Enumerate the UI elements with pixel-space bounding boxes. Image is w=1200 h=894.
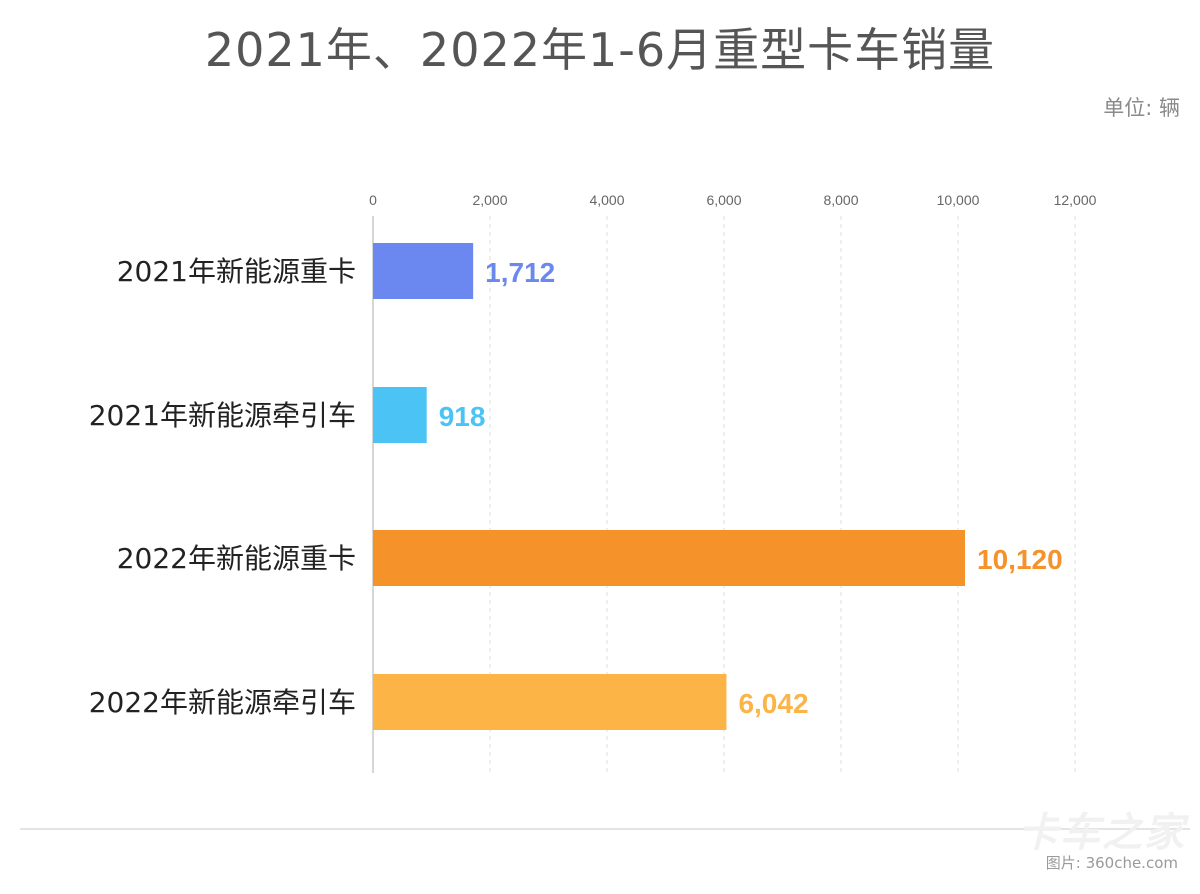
bar	[373, 387, 427, 443]
x-tick-label: 2,000	[472, 192, 507, 208]
chart-title: 2021年、2022年1-6月重型卡车销量	[204, 23, 996, 77]
x-tick-label: 10,000	[937, 192, 980, 208]
footer-divider	[20, 828, 1190, 830]
data-label: 6,042	[738, 688, 808, 719]
bar	[373, 674, 727, 730]
data-label: 1,712	[485, 257, 555, 288]
x-tick-label: 8,000	[823, 192, 858, 208]
category-label: 2021年新能源牵引车	[89, 399, 356, 432]
category-label: 2021年新能源重卡	[117, 255, 356, 288]
unit-label: 单位: 辆	[1103, 96, 1180, 120]
category-label: 2022年新能源重卡	[117, 542, 356, 575]
x-tick-label: 12,000	[1054, 192, 1097, 208]
x-tick-label: 4,000	[589, 192, 624, 208]
source-credit: 图片: 360che.com	[1045, 854, 1178, 872]
bar	[373, 530, 966, 586]
bar	[373, 243, 474, 299]
data-label: 918	[439, 401, 486, 432]
data-label: 10,120	[977, 544, 1063, 575]
x-tick-label: 0	[369, 192, 377, 208]
category-label: 2022年新能源牵引车	[89, 686, 356, 719]
watermark-logo: 卡车之家	[1018, 810, 1186, 856]
x-tick-label: 6,000	[706, 192, 741, 208]
